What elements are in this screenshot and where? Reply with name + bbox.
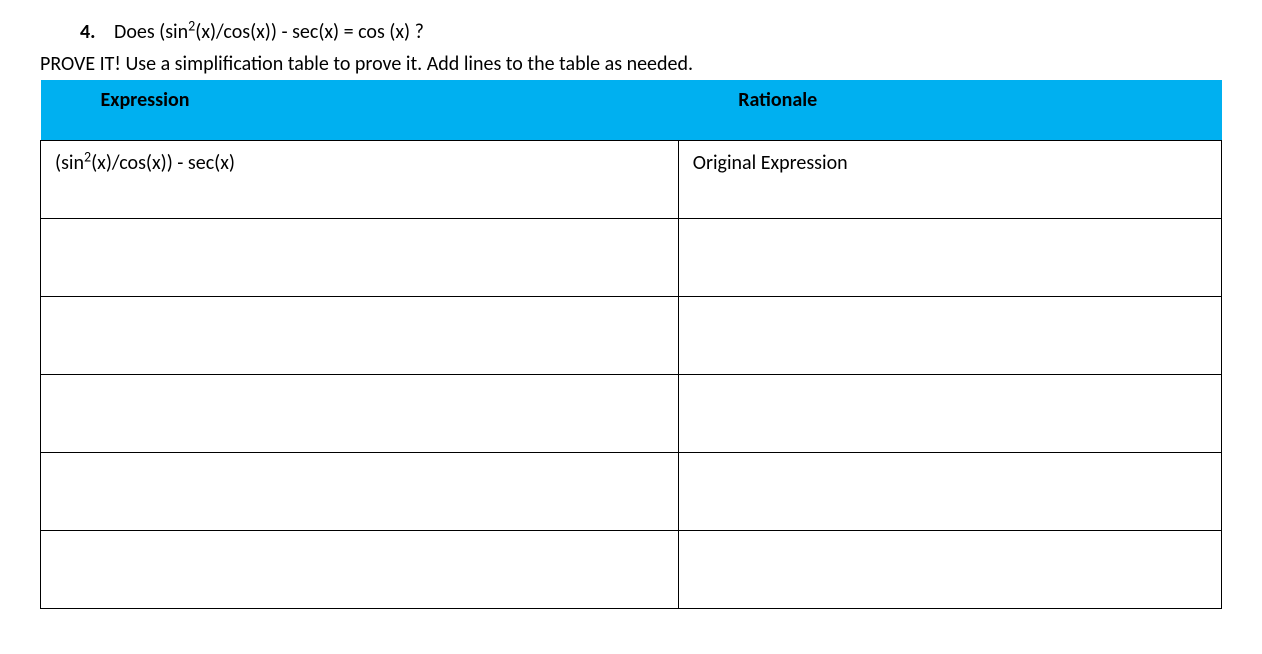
question-line: 4. Does (sin2(x)/cos(x)) - sec(x) = cos … (40, 20, 1222, 44)
rationale-cell[interactable] (678, 297, 1221, 375)
rationale-cell[interactable] (678, 453, 1221, 531)
rationale-cell[interactable] (678, 375, 1221, 453)
rationale-cell[interactable]: Original Expression (678, 141, 1221, 219)
header-expression: Expression (41, 80, 679, 141)
expression-cell[interactable] (41, 453, 679, 531)
instruction-text: PROVE IT! Use a simplification table to … (40, 52, 1222, 76)
table-row (41, 453, 1222, 531)
table-row: (sin2(x)/cos(x)) - sec(x) Original Expre… (41, 141, 1222, 219)
rationale-cell[interactable] (678, 531, 1221, 609)
expression-cell[interactable] (41, 375, 679, 453)
table-row (41, 219, 1222, 297)
table-row (41, 375, 1222, 453)
simplification-table: Expression Rationale (sin2(x)/cos(x)) - … (40, 80, 1222, 609)
expression-cell[interactable]: (sin2(x)/cos(x)) - sec(x) (41, 141, 679, 219)
question-text: Does (sin2(x)/cos(x)) - sec(x) = cos (x)… (114, 20, 424, 44)
question-number: 4. (80, 20, 95, 44)
expression-cell[interactable] (41, 219, 679, 297)
table-header-row: Expression Rationale (41, 80, 1222, 141)
rationale-cell[interactable] (678, 219, 1221, 297)
table-row (41, 531, 1222, 609)
expression-cell[interactable] (41, 531, 679, 609)
table-row (41, 297, 1222, 375)
header-rationale: Rationale (678, 80, 1221, 141)
expression-cell[interactable] (41, 297, 679, 375)
